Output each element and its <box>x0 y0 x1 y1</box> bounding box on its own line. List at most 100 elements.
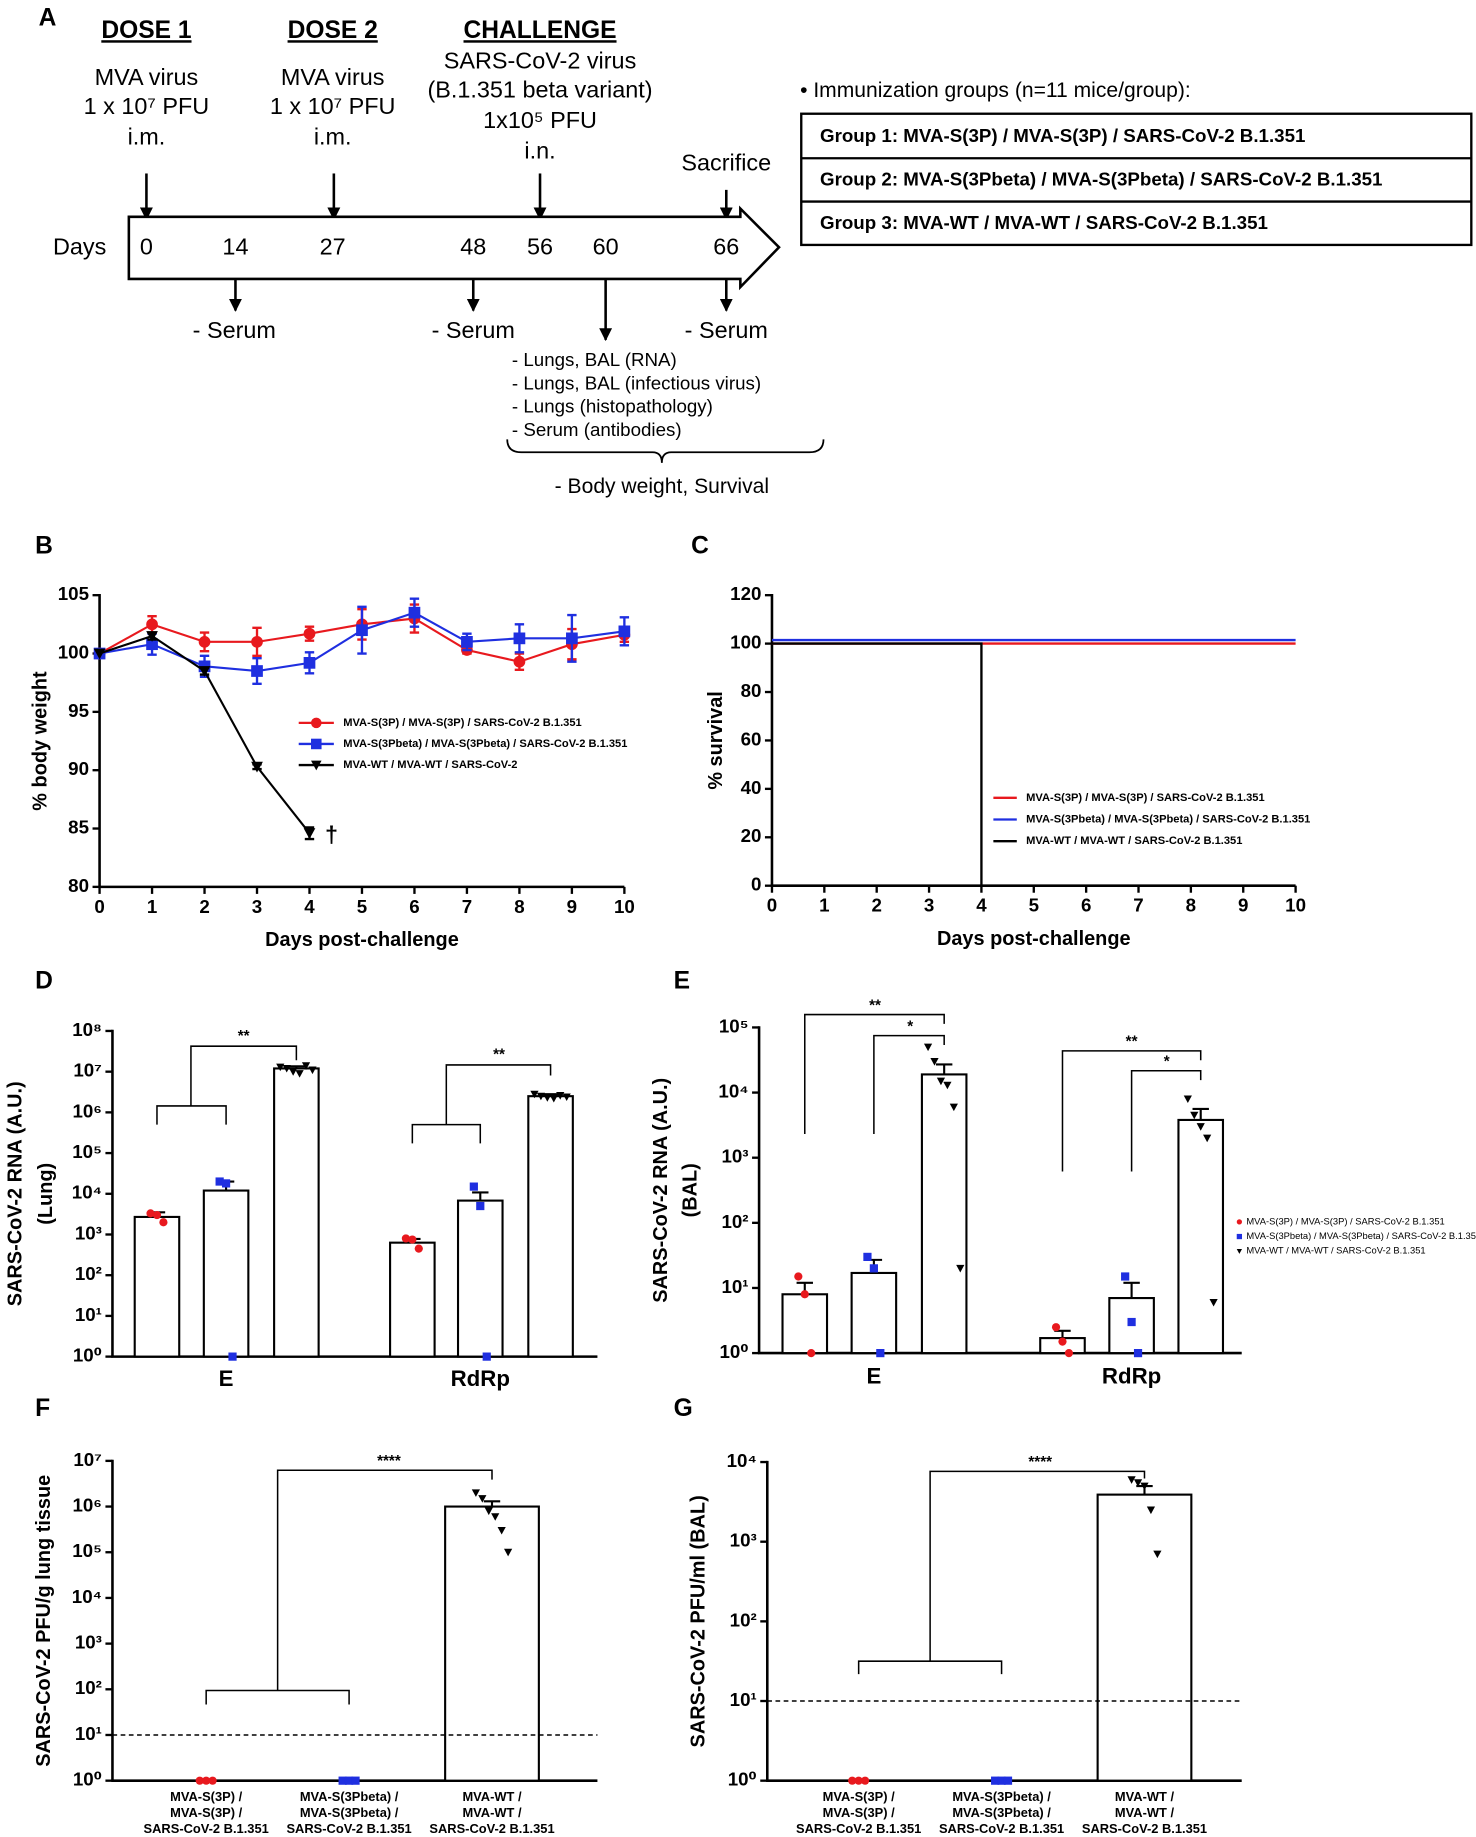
sample: - Serum (antibodies) <box>512 419 682 440</box>
annotation: ** <box>1126 1034 1138 1051</box>
marker <box>303 828 316 840</box>
bar <box>1096 1493 1193 1782</box>
y-tick-label: 10⁰ <box>719 1341 748 1362</box>
y-tick-label: 10⁶ <box>72 1495 101 1516</box>
x-tick-label: E <box>219 1366 234 1391</box>
x-tick-label: MVA-S(3P) / MVA-S(3P) / SARS-CoV-2 B.1.351 <box>144 1790 269 1837</box>
marker <box>198 635 211 648</box>
y-tick-label: 90 <box>68 758 89 779</box>
label-line: MVA-WT / <box>1115 1805 1175 1820</box>
marker <box>469 1182 478 1191</box>
label-line: MVA-WT / <box>462 1805 522 1820</box>
marker <box>1127 1476 1136 1484</box>
y-tick-label: 10² <box>75 1263 102 1284</box>
bar <box>1177 1118 1225 1355</box>
error-bar <box>288 1065 305 1069</box>
marker <box>556 1092 565 1100</box>
y-tick-label: 10⁵ <box>72 1141 102 1162</box>
bar <box>202 1189 250 1358</box>
step-text: MVA virus <box>281 64 385 90</box>
label-line: MVA-S(3Pbeta) / <box>300 1805 399 1820</box>
error-bar <box>472 1191 489 1201</box>
marker <box>308 1066 317 1075</box>
y-tick-label: 40 <box>741 777 762 798</box>
label-line: MVA-S(3Pbeta) / <box>300 1790 399 1805</box>
sample: - Lungs, BAL (infectious virus) <box>512 372 761 393</box>
y-tick-label: 10⁰ <box>73 1345 102 1366</box>
sample: - Lungs (histopathology) <box>512 396 713 417</box>
panel-label: D <box>35 967 53 994</box>
marker <box>536 1092 546 1101</box>
marker <box>869 1264 878 1273</box>
marker <box>282 1064 291 1073</box>
marker <box>471 1489 480 1497</box>
group: Group 1: MVA-S(3P) / MVA-S(3P) / SARS-Co… <box>820 125 1305 146</box>
bar <box>273 1067 320 1358</box>
bracket <box>804 1013 945 1135</box>
y-tick-label: 100 <box>58 641 89 662</box>
marker <box>93 648 106 660</box>
annotation: * <box>907 1018 913 1035</box>
y-tick-label: 10⁴ <box>72 1182 102 1203</box>
error-bar <box>483 1500 501 1507</box>
series-line <box>771 642 983 886</box>
legend-label: MVA-S(3P) / MVA-S(3P) / SARS-CoV-2 B.1.3… <box>1246 1216 1444 1226</box>
annotation: **** <box>1028 1454 1052 1471</box>
annotation: * <box>1164 1054 1170 1071</box>
y-tick-label: 85 <box>68 816 89 837</box>
y-tick-label: 80 <box>68 875 89 896</box>
step-text: 1 x 10⁷ PFU <box>84 93 210 119</box>
label-line: MVA-S(3P) / <box>170 1805 242 1820</box>
x-axis-label: Days post-challenge <box>265 929 459 951</box>
marker <box>949 1103 958 1112</box>
bracket <box>411 1123 482 1144</box>
y-tick-label: 80 <box>741 680 762 701</box>
bracket <box>873 1034 945 1135</box>
x-tick-label: 6 <box>1081 895 1091 916</box>
day: 60 <box>593 234 619 260</box>
marker <box>861 1776 870 1785</box>
label-line: MVA-S(3Pbeta) / <box>952 1805 1051 1820</box>
marker <box>146 618 158 631</box>
x-tick-label: 2 <box>871 895 881 916</box>
bracket <box>156 1105 227 1125</box>
marker <box>807 1349 816 1358</box>
panel-label: A <box>39 4 57 31</box>
marker <box>566 632 578 645</box>
x-tick-label: MVA-S(3Pbeta) / MVA-S(3Pbeta) / SARS-CoV-2… <box>939 1790 1064 1837</box>
x-tick-label: 10 <box>1285 895 1306 916</box>
marker <box>1209 1298 1218 1307</box>
y-tick-label: 10⁴ <box>72 1586 102 1607</box>
legend-label: MVA-WT / MVA-WT / SARS-CoV-2 B.1.351 <box>1246 1246 1425 1256</box>
legend-marker <box>311 760 322 771</box>
y-tick-label: 0 <box>751 874 761 895</box>
sample: - Serum <box>685 317 768 343</box>
y-axis-label: SARS-CoV-2 PFU/ml (BAL) <box>688 1495 710 1747</box>
annotation: ** <box>869 997 881 1014</box>
y-tick-label: 10² <box>75 1677 102 1698</box>
day: 66 <box>713 234 739 260</box>
bar <box>920 1073 968 1355</box>
x-tick-label: MVA-WT / MVA-WT / SARS-CoV-2 B.1.351 <box>429 1790 554 1837</box>
marker <box>513 655 526 668</box>
y-tick-label: 100 <box>730 632 761 653</box>
marker <box>351 1776 360 1785</box>
label-line: SARS-CoV-2 B.1.351 <box>939 1821 1064 1836</box>
day: 27 <box>320 234 346 260</box>
marker <box>923 1043 933 1052</box>
panel-label: F <box>35 1395 50 1422</box>
y-tick-label: 120 <box>730 583 761 604</box>
sample: - Serum <box>193 317 276 343</box>
marker <box>1203 1134 1212 1143</box>
marker <box>159 1218 168 1227</box>
y-axis-label: % body weight <box>29 671 51 811</box>
y-tick-label: 10¹ <box>75 1723 102 1744</box>
y-tick-label: 10⁴ <box>718 1081 748 1102</box>
x-tick-label: MVA-WT / MVA-WT / SARS-CoV-2 B.1.351 <box>1082 1790 1207 1837</box>
y-tick-label: 10³ <box>721 1146 748 1167</box>
legend-label: MVA-S(3Pbeta) / MVA-S(3Pbeta) / SARS-CoV… <box>1026 813 1310 825</box>
groups-box <box>800 112 1473 247</box>
marker <box>1133 1479 1143 1487</box>
label-line: MVA-WT / <box>1115 1790 1175 1805</box>
